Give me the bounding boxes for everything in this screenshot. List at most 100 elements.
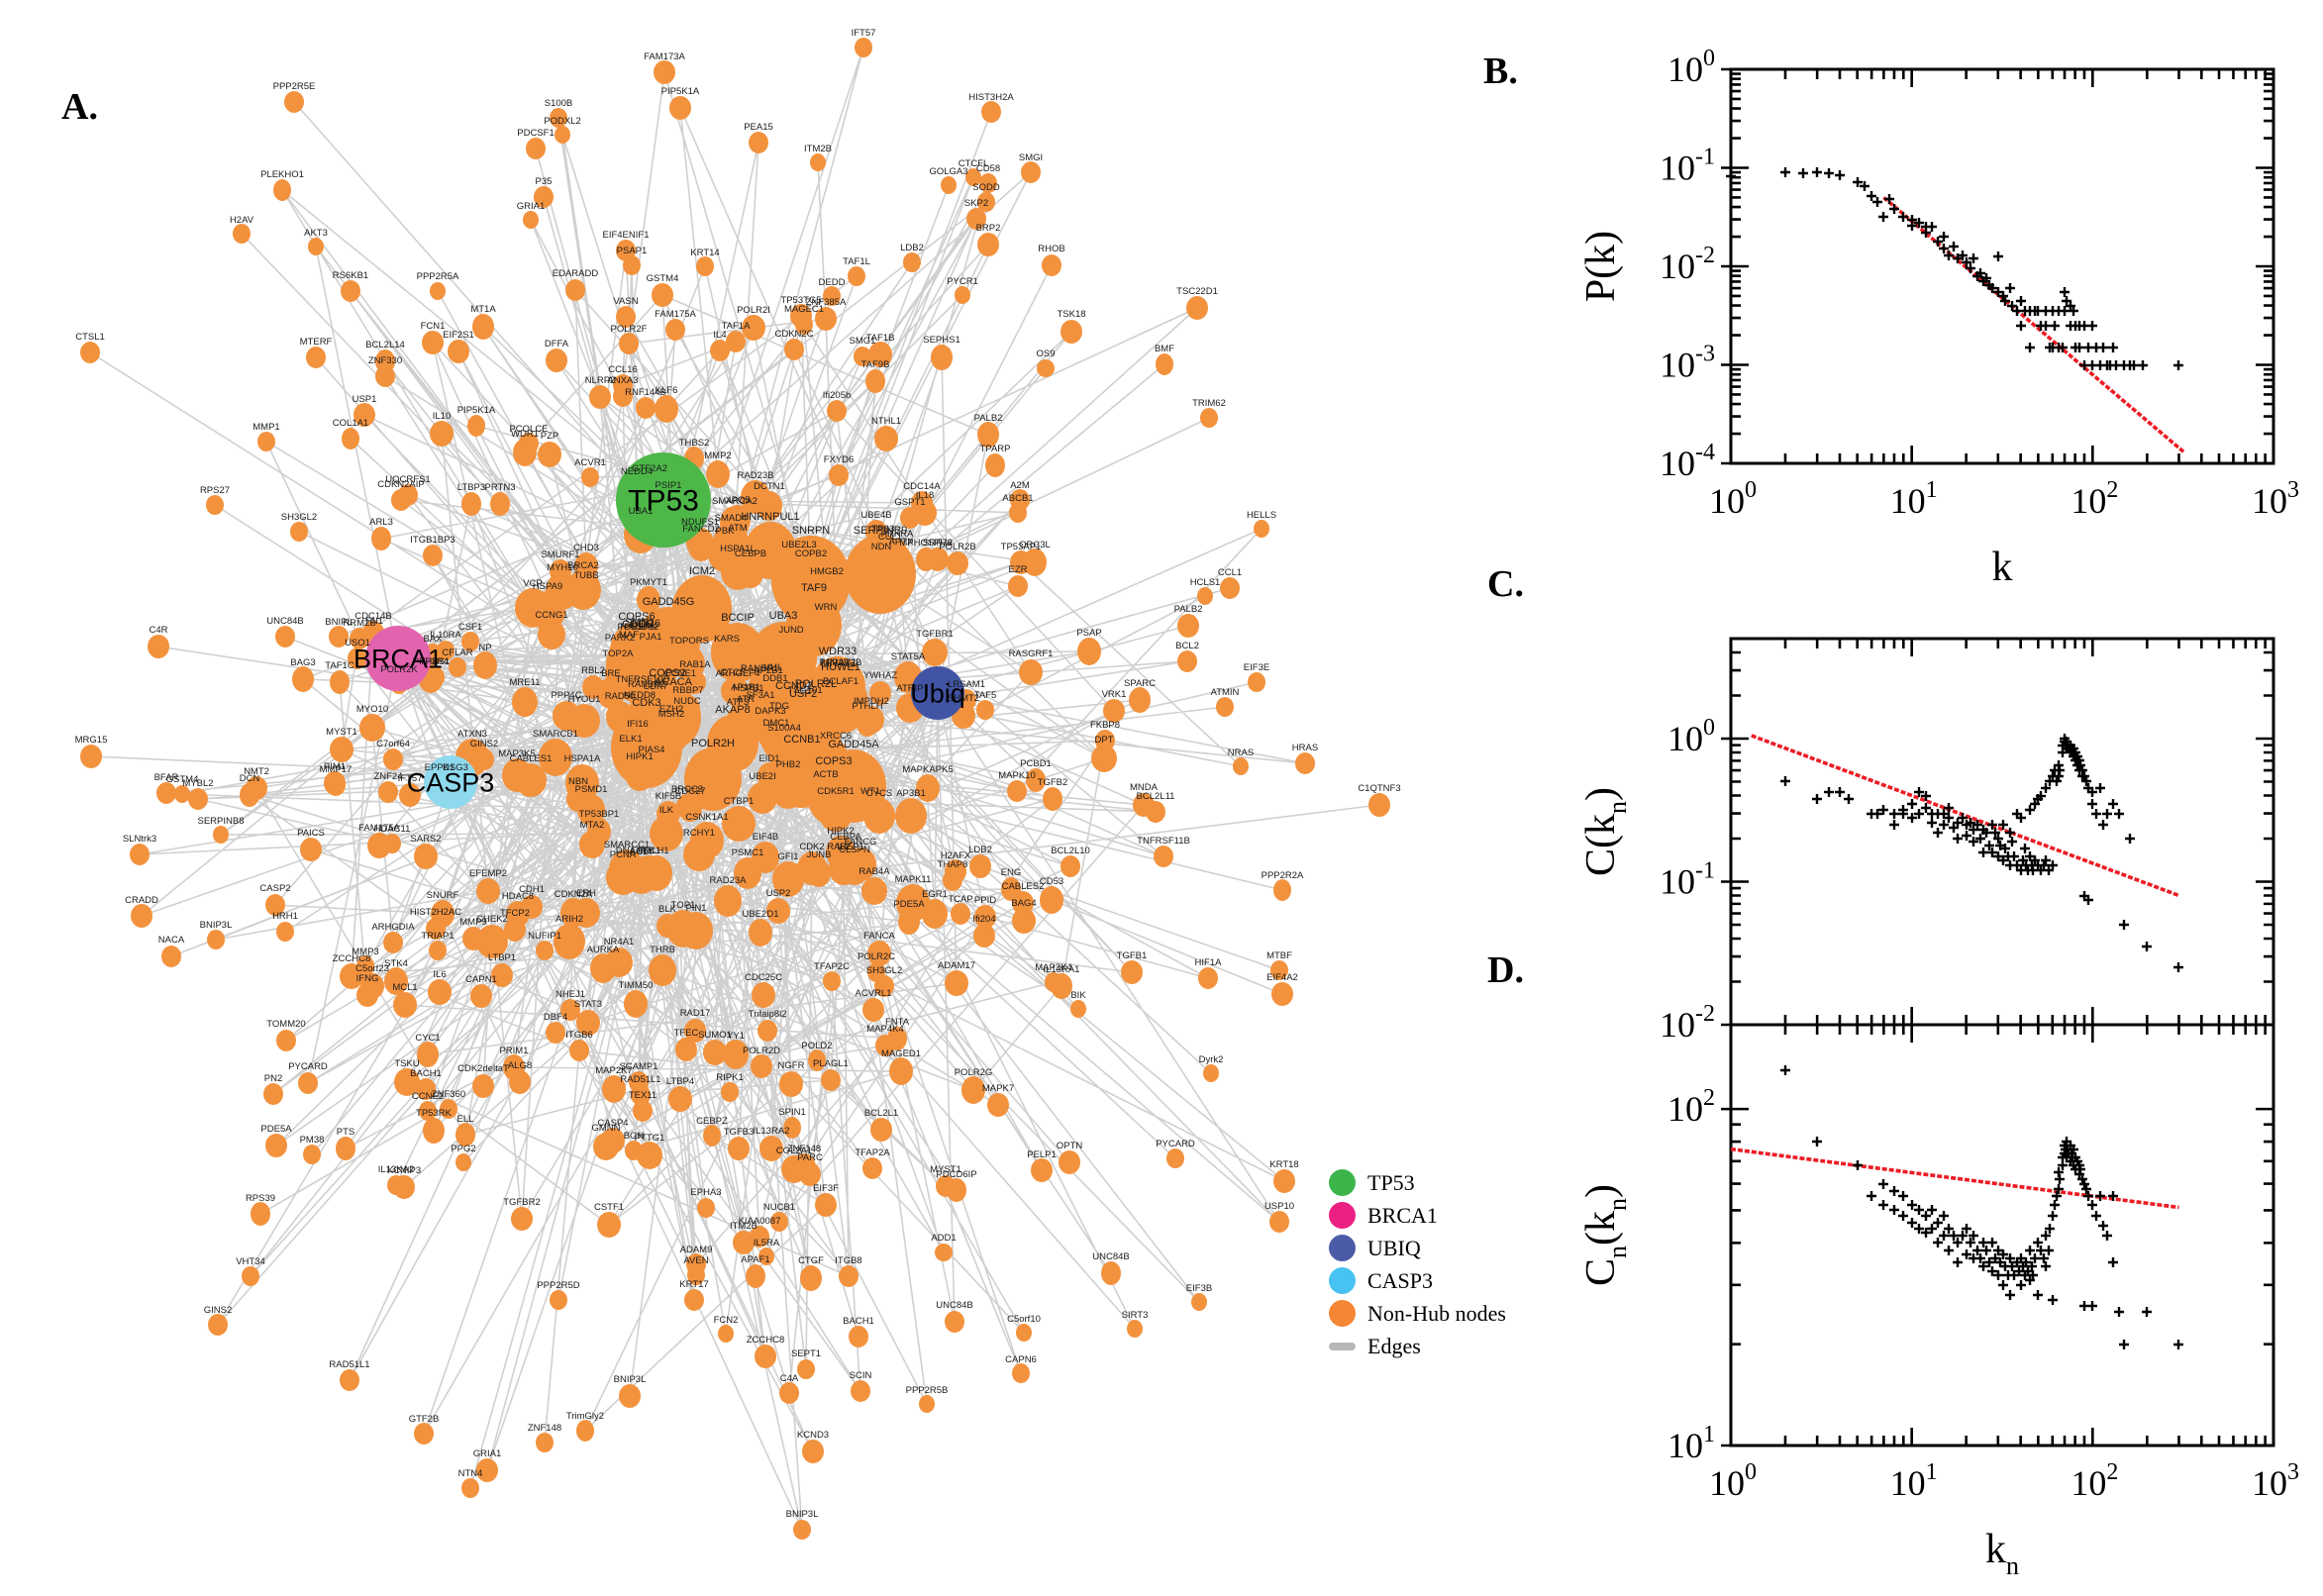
- network-node: [613, 374, 633, 396]
- node-label: CYCS: [866, 788, 892, 799]
- node-label: BLK: [658, 904, 677, 915]
- node-label: ARHGEF4: [716, 668, 760, 679]
- node-label: HRH1: [272, 911, 298, 922]
- node-label: BRE: [601, 668, 621, 679]
- network-node: [188, 788, 208, 810]
- node-label: IFT57: [398, 773, 423, 784]
- scatter-points-C: [1780, 734, 2183, 972]
- node-label: SMARCA2: [712, 496, 758, 507]
- node-label: COPS6: [618, 611, 655, 623]
- node-label: CDC27: [674, 786, 705, 797]
- node-label: MRE11: [510, 677, 541, 688]
- node-label: IL2: [837, 842, 850, 852]
- node-label: ILK: [659, 805, 674, 816]
- node-label: ARL3: [369, 517, 393, 528]
- node-label: PPP2R2B: [820, 657, 862, 668]
- node-label: MRG15: [75, 735, 108, 746]
- node-label: BNIPL: [325, 617, 352, 628]
- node-label: PRIM1: [499, 1046, 528, 1056]
- node-label: SERPINB9: [854, 525, 907, 537]
- network-node: [951, 903, 970, 925]
- network-node: [474, 748, 494, 770]
- node-label: IL6: [433, 969, 446, 980]
- network-node: [131, 904, 152, 928]
- network-node: [624, 990, 648, 1018]
- network-node: [755, 1345, 776, 1368]
- network-node: [539, 739, 572, 776]
- network-node: [1009, 503, 1027, 523]
- node-label: THBS2: [679, 438, 710, 449]
- network-node: [476, 925, 508, 958]
- node-label: HIST3H2A: [968, 92, 1014, 103]
- network-node: [276, 1030, 296, 1051]
- legend-item-brca1: BRCA1: [1329, 1199, 1506, 1232]
- node-label: BCLAF1: [823, 676, 858, 687]
- node-label: FAM175A: [655, 309, 696, 320]
- node-label: HSPA1A: [564, 753, 601, 764]
- node-label: DEDD: [819, 277, 846, 288]
- node-label: VRK1: [1102, 689, 1127, 700]
- node-label: PIP5K1A: [661, 86, 700, 97]
- node-label: CCND2: [775, 680, 813, 692]
- network-node: [472, 314, 494, 340]
- node-label: RPS39: [246, 1193, 275, 1204]
- node-label: HUWE1: [821, 661, 860, 673]
- network-node: [536, 1433, 554, 1452]
- network-node: [919, 1395, 935, 1413]
- node-label: ZCCHC8: [747, 1335, 785, 1346]
- network-node: [696, 256, 714, 276]
- network-node: [1220, 577, 1240, 599]
- network-node: [718, 1325, 734, 1343]
- network-node: [273, 179, 291, 201]
- node-label: ACVR1: [574, 457, 606, 468]
- network-node: [399, 783, 421, 807]
- network-node: [827, 400, 847, 422]
- node-label: PM38: [300, 1135, 325, 1146]
- network-node: [1146, 801, 1165, 823]
- node-label: UBE2I: [749, 771, 775, 782]
- network-node: [684, 1289, 704, 1311]
- node-label: C4A: [780, 1373, 799, 1384]
- network-node: [722, 806, 756, 842]
- node-label: CDK3: [632, 697, 660, 709]
- node-label: SHMT2: [948, 693, 979, 704]
- node-label: BCCIP: [721, 612, 755, 624]
- node-label: SMG1: [850, 336, 876, 347]
- node-label: KRT18: [1269, 1159, 1298, 1170]
- node-label: TFCP2: [500, 908, 530, 919]
- node-label: P35: [536, 176, 553, 187]
- network-node: [861, 877, 887, 905]
- network-node: [792, 1153, 816, 1181]
- node-label: COPB2: [795, 549, 827, 559]
- network-node: [1031, 1158, 1053, 1182]
- node-label: NHEJ1: [556, 989, 585, 1000]
- network-node: [1043, 787, 1062, 811]
- node-label: BNIP3L: [200, 920, 233, 931]
- node-label: TFAP2C: [814, 961, 850, 972]
- node-label: ZNF330: [368, 355, 402, 366]
- fit-line-B: [1882, 196, 2185, 454]
- network-node: [383, 932, 403, 953]
- node-label: TIMM50: [619, 980, 654, 991]
- node-label: RASGRF1: [1009, 648, 1054, 659]
- network-node: [1091, 745, 1117, 772]
- network-node: [723, 1040, 749, 1069]
- node-label: PPG2: [451, 1144, 475, 1154]
- node-label: VHL: [764, 662, 782, 673]
- node-label: TGFBR1: [916, 629, 953, 640]
- node-label: ZNF385A: [806, 297, 847, 308]
- node-label: MAPK10: [998, 770, 1036, 781]
- network-node: [207, 930, 225, 949]
- plot-frame-C: [1729, 637, 2275, 1027]
- network-node: [748, 782, 777, 814]
- node-label: C4R: [149, 625, 167, 636]
- network-node: [1273, 879, 1291, 901]
- network-node: [749, 673, 770, 699]
- node-label: JUND: [778, 625, 803, 636]
- node-label: PIM1: [324, 761, 346, 772]
- network-node: [636, 397, 656, 419]
- node-label: C7orf64: [376, 739, 410, 749]
- network-node: [1121, 960, 1143, 984]
- node-label: SNRPN: [792, 525, 831, 537]
- node-label: PCOLCE: [509, 424, 548, 435]
